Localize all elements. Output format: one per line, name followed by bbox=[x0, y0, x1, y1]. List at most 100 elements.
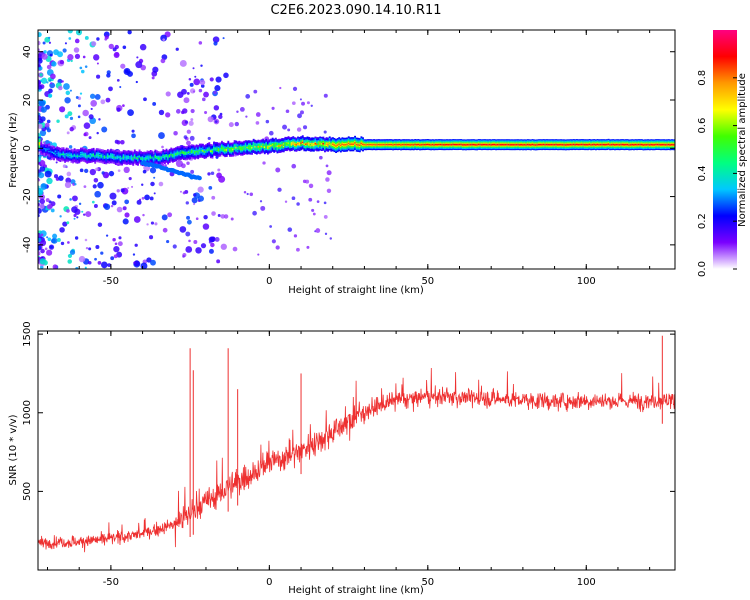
spectrogram-ridge-cell bbox=[68, 154, 71, 157]
spectrogram-ridge-cell bbox=[590, 144, 593, 146]
spectrogram-ridge-cell bbox=[125, 157, 128, 159]
spectrogram-speckle bbox=[234, 121, 240, 127]
spectrogram-speckle bbox=[56, 119, 60, 123]
spectrogram-speckle bbox=[200, 84, 205, 88]
spectrogram-ridge-cell bbox=[625, 144, 627, 146]
spectrogram-ridge-cell bbox=[566, 144, 569, 146]
spectrogram-ridge-cell bbox=[493, 143, 496, 146]
snr-y-tick-label: 1500 bbox=[22, 321, 33, 346]
spectrogram-speckle bbox=[124, 199, 130, 205]
spectrogram-speckle bbox=[51, 61, 57, 67]
spectrogram-speckle bbox=[208, 240, 212, 244]
spectrogram-ridge-cell bbox=[331, 143, 334, 146]
spectrogram-speckle bbox=[199, 79, 206, 86]
spectrogram-speckle bbox=[186, 129, 191, 134]
spectrogram-ridge-cell bbox=[105, 156, 108, 159]
spectrogram-ridge-cell bbox=[487, 144, 490, 146]
spectrogram-speckle bbox=[65, 90, 71, 96]
spectrogram-speckle bbox=[69, 126, 74, 132]
spectrogram-speckle bbox=[38, 250, 41, 256]
spectrogram-ridge-cell bbox=[70, 154, 73, 157]
spectrogram-speckle bbox=[239, 106, 245, 112]
spectrogram-speckle bbox=[47, 93, 53, 98]
spectrogram-speckle bbox=[74, 53, 81, 59]
spectrogram-ridge-cell bbox=[396, 144, 399, 146]
spectrogram-ridge-cell bbox=[412, 144, 415, 146]
spectrogram-ridge-cell bbox=[303, 143, 306, 145]
spectrogram-ridge-cell bbox=[491, 143, 494, 146]
spectrogram-ridge-cell bbox=[659, 144, 662, 146]
spectrogram-speckle bbox=[197, 186, 204, 193]
spectrogram-ridge-cell bbox=[588, 143, 591, 146]
spectrogram-speckle bbox=[186, 92, 190, 95]
spectrogram-speckle bbox=[38, 156, 42, 163]
spectrogram-speckle bbox=[302, 125, 308, 130]
spectrogram-ridge-cell bbox=[667, 143, 670, 146]
spectrogram-ridge-cell bbox=[366, 144, 369, 146]
spectrogram-y-tick-label: 20 bbox=[22, 94, 33, 107]
spectrogram-ridge-cell bbox=[658, 143, 661, 146]
spectrogram-ridge-cell bbox=[636, 144, 639, 146]
spectrogram-ridge-cell bbox=[130, 156, 133, 159]
spectrogram-speckle bbox=[160, 34, 168, 42]
spectrogram-ridge-cell bbox=[86, 155, 89, 158]
spectrogram-ridge-cell bbox=[181, 151, 184, 154]
spectrogram-speckle bbox=[133, 216, 141, 223]
spectrogram-speckle bbox=[195, 247, 202, 254]
spectrogram-ridge-cell bbox=[574, 144, 577, 146]
spectrogram-ridge-cell bbox=[663, 144, 666, 146]
spectrogram-speckle bbox=[82, 213, 86, 216]
spectrogram-ridge-cell bbox=[354, 142, 357, 144]
spectrogram-speckle bbox=[59, 59, 65, 65]
spectrogram-speckle bbox=[325, 177, 330, 182]
spectrogram-speckle bbox=[57, 194, 62, 199]
spectrogram-ridge-cell bbox=[550, 144, 553, 146]
spectrogram-ridge-cell bbox=[311, 143, 314, 146]
spectrogram-ridge-cell bbox=[666, 144, 669, 146]
spectrogram-ridge-cell bbox=[170, 153, 173, 156]
spectrogram-ridge-cell bbox=[392, 144, 395, 146]
spectrogram-speckle bbox=[64, 42, 67, 45]
spectrogram-ridge-cell bbox=[339, 144, 342, 147]
spectrogram-ridge-cell bbox=[482, 144, 485, 146]
spectrogram-speckle bbox=[92, 184, 97, 189]
spectrogram-ridge-cell bbox=[108, 155, 111, 158]
spectrogram-ridge-cell bbox=[278, 145, 280, 147]
spectrogram-speckle bbox=[46, 119, 51, 124]
spectrogram-ridge-cell bbox=[528, 144, 531, 146]
spectrogram-speckle bbox=[112, 237, 116, 242]
spectrogram-speckle bbox=[77, 104, 81, 108]
spectrogram-ridge-cell bbox=[446, 144, 448, 146]
spectrogram-speckle bbox=[193, 240, 198, 244]
spectrogram-speckle bbox=[108, 170, 115, 177]
spectrogram-speckle bbox=[116, 251, 123, 258]
spectrogram-ridge-cell bbox=[137, 157, 139, 160]
spectrogram-ridge-cell bbox=[84, 154, 87, 157]
spectrogram-ridge-cell bbox=[362, 143, 364, 146]
spectrogram-ridge-cell bbox=[525, 144, 528, 146]
spectrogram-ridge-cell bbox=[628, 144, 631, 146]
spectrogram-ridge-cell bbox=[374, 144, 377, 146]
spectrogram-speckle bbox=[75, 96, 79, 99]
spectrogram-ridge-cell bbox=[159, 157, 162, 160]
spectrogram-speckle bbox=[269, 225, 273, 228]
spectrogram-speckle bbox=[158, 132, 165, 139]
spectrogram-speckle bbox=[120, 139, 125, 145]
spectrogram-speckle bbox=[76, 216, 79, 219]
spectrogram-speckle bbox=[297, 113, 302, 119]
spectrogram-ridge-cell bbox=[163, 156, 166, 158]
spectrogram-ridge-cell bbox=[623, 144, 626, 146]
spectrogram-speckle bbox=[167, 212, 173, 218]
spectrogram-ridge-cell bbox=[358, 144, 361, 146]
spectrogram-speckle bbox=[56, 238, 61, 242]
spectrogram-speckle bbox=[39, 203, 45, 210]
spectrogram-ridge-cell bbox=[203, 151, 206, 153]
spectrogram-ridge-cell bbox=[468, 144, 471, 146]
spectrogram-speckle bbox=[127, 70, 134, 77]
spectrogram-speckle bbox=[110, 256, 115, 261]
spectrogram-ridge-cell bbox=[298, 143, 301, 145]
spectrogram-ridge-cell bbox=[219, 148, 222, 151]
spectrogram-y-tick-label: 0 bbox=[22, 145, 33, 151]
spectrogram-speckle bbox=[323, 215, 328, 219]
spectrogram-speckle bbox=[209, 77, 214, 82]
